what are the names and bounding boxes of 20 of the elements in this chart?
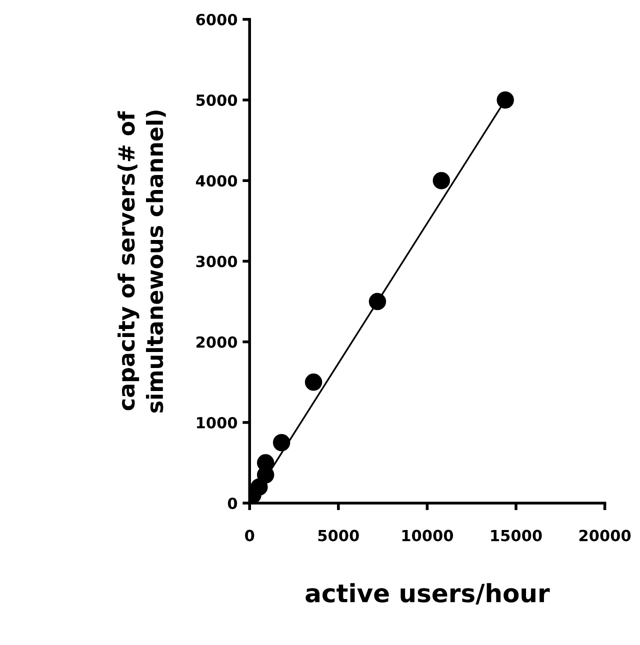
point xyxy=(250,478,268,496)
point xyxy=(304,374,322,391)
point xyxy=(272,434,290,452)
y-tick-label: 1000 xyxy=(197,416,238,428)
x-axis-title: active users/hour xyxy=(306,583,550,604)
x-tick-label: 15000 xyxy=(491,530,542,542)
y-axis-title: capacity of servers(# of simultanewous channel) xyxy=(118,110,166,413)
y-tick-label: 2000 xyxy=(196,336,238,348)
y-tick-label: 6000 xyxy=(196,14,238,26)
y-tick-label: 5000 xyxy=(196,94,238,106)
point xyxy=(496,91,514,109)
x-tick-label: 20000 xyxy=(579,530,631,542)
point xyxy=(432,172,450,190)
y-tick-label: 0 xyxy=(228,498,238,510)
x-tick-label: 0 xyxy=(245,530,254,542)
y-tick-label: 3000 xyxy=(196,256,238,268)
y-tick-label: 4000 xyxy=(196,175,238,187)
point xyxy=(368,292,386,310)
x-tick-label: 10000 xyxy=(402,530,454,542)
x-tick-label: 5000 xyxy=(318,530,359,542)
